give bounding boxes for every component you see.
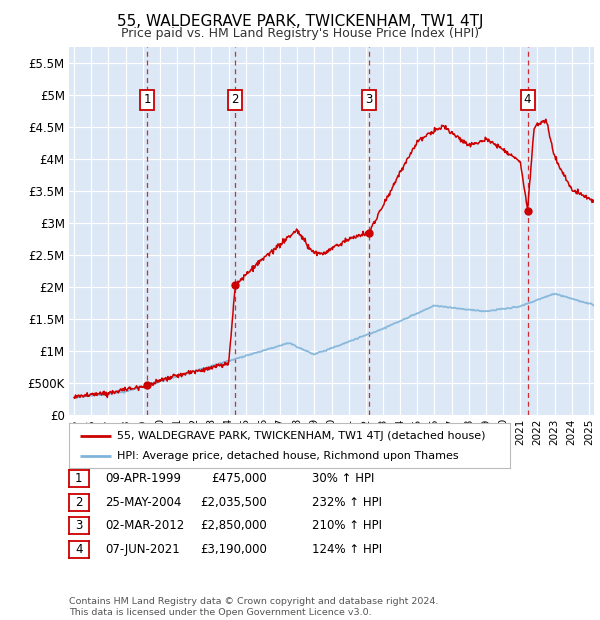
Text: 2: 2 [75,496,83,508]
Text: 55, WALDEGRAVE PARK, TWICKENHAM, TW1 4TJ: 55, WALDEGRAVE PARK, TWICKENHAM, TW1 4TJ [117,14,483,29]
Text: 4: 4 [524,94,532,107]
Text: 124% ↑ HPI: 124% ↑ HPI [312,543,382,556]
Text: 1: 1 [75,472,83,485]
Text: 2: 2 [232,94,239,107]
Text: 09-APR-1999: 09-APR-1999 [105,472,181,485]
Text: 4: 4 [75,543,83,556]
Text: 1: 1 [143,94,151,107]
Text: 25-MAY-2004: 25-MAY-2004 [105,496,181,508]
Text: £3,190,000: £3,190,000 [200,543,267,556]
Text: 210% ↑ HPI: 210% ↑ HPI [312,520,382,532]
Text: 02-MAR-2012: 02-MAR-2012 [105,520,184,532]
Text: £2,850,000: £2,850,000 [200,520,267,532]
Text: 3: 3 [365,94,373,107]
Text: 30% ↑ HPI: 30% ↑ HPI [312,472,374,485]
Text: 55, WALDEGRAVE PARK, TWICKENHAM, TW1 4TJ (detached house): 55, WALDEGRAVE PARK, TWICKENHAM, TW1 4TJ… [116,430,485,441]
Text: 3: 3 [75,520,83,532]
Text: 232% ↑ HPI: 232% ↑ HPI [312,496,382,508]
Text: HPI: Average price, detached house, Richmond upon Thames: HPI: Average price, detached house, Rich… [116,451,458,461]
Text: Price paid vs. HM Land Registry's House Price Index (HPI): Price paid vs. HM Land Registry's House … [121,27,479,40]
Text: Contains HM Land Registry data © Crown copyright and database right 2024.
This d: Contains HM Land Registry data © Crown c… [69,598,439,617]
Text: £475,000: £475,000 [211,472,267,485]
Text: 07-JUN-2021: 07-JUN-2021 [105,543,180,556]
Text: £2,035,500: £2,035,500 [200,496,267,508]
